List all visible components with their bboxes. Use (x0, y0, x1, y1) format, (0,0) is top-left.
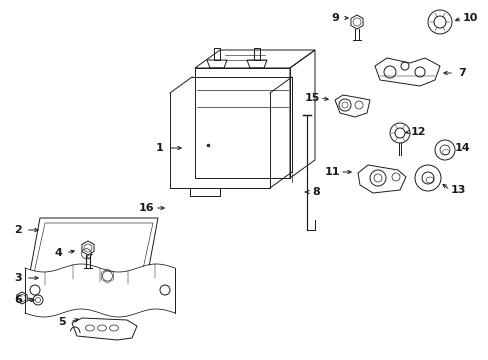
Text: 15: 15 (304, 93, 319, 103)
Text: 11: 11 (324, 167, 339, 177)
Bar (253, 48, 260, 60)
Text: 9: 9 (330, 13, 338, 23)
Bar (214, 48, 220, 60)
Text: 4: 4 (54, 248, 62, 258)
Text: 13: 13 (449, 185, 465, 195)
Text: 12: 12 (409, 127, 425, 137)
Text: 7: 7 (457, 68, 465, 78)
Text: 5: 5 (58, 317, 66, 327)
Text: 3: 3 (14, 273, 22, 283)
Text: 8: 8 (311, 187, 319, 197)
Text: 10: 10 (461, 13, 477, 23)
Text: 16: 16 (139, 203, 155, 213)
Text: 1: 1 (156, 143, 163, 153)
Text: 2: 2 (14, 225, 22, 235)
Text: 6: 6 (14, 295, 22, 305)
Text: 14: 14 (453, 143, 469, 153)
